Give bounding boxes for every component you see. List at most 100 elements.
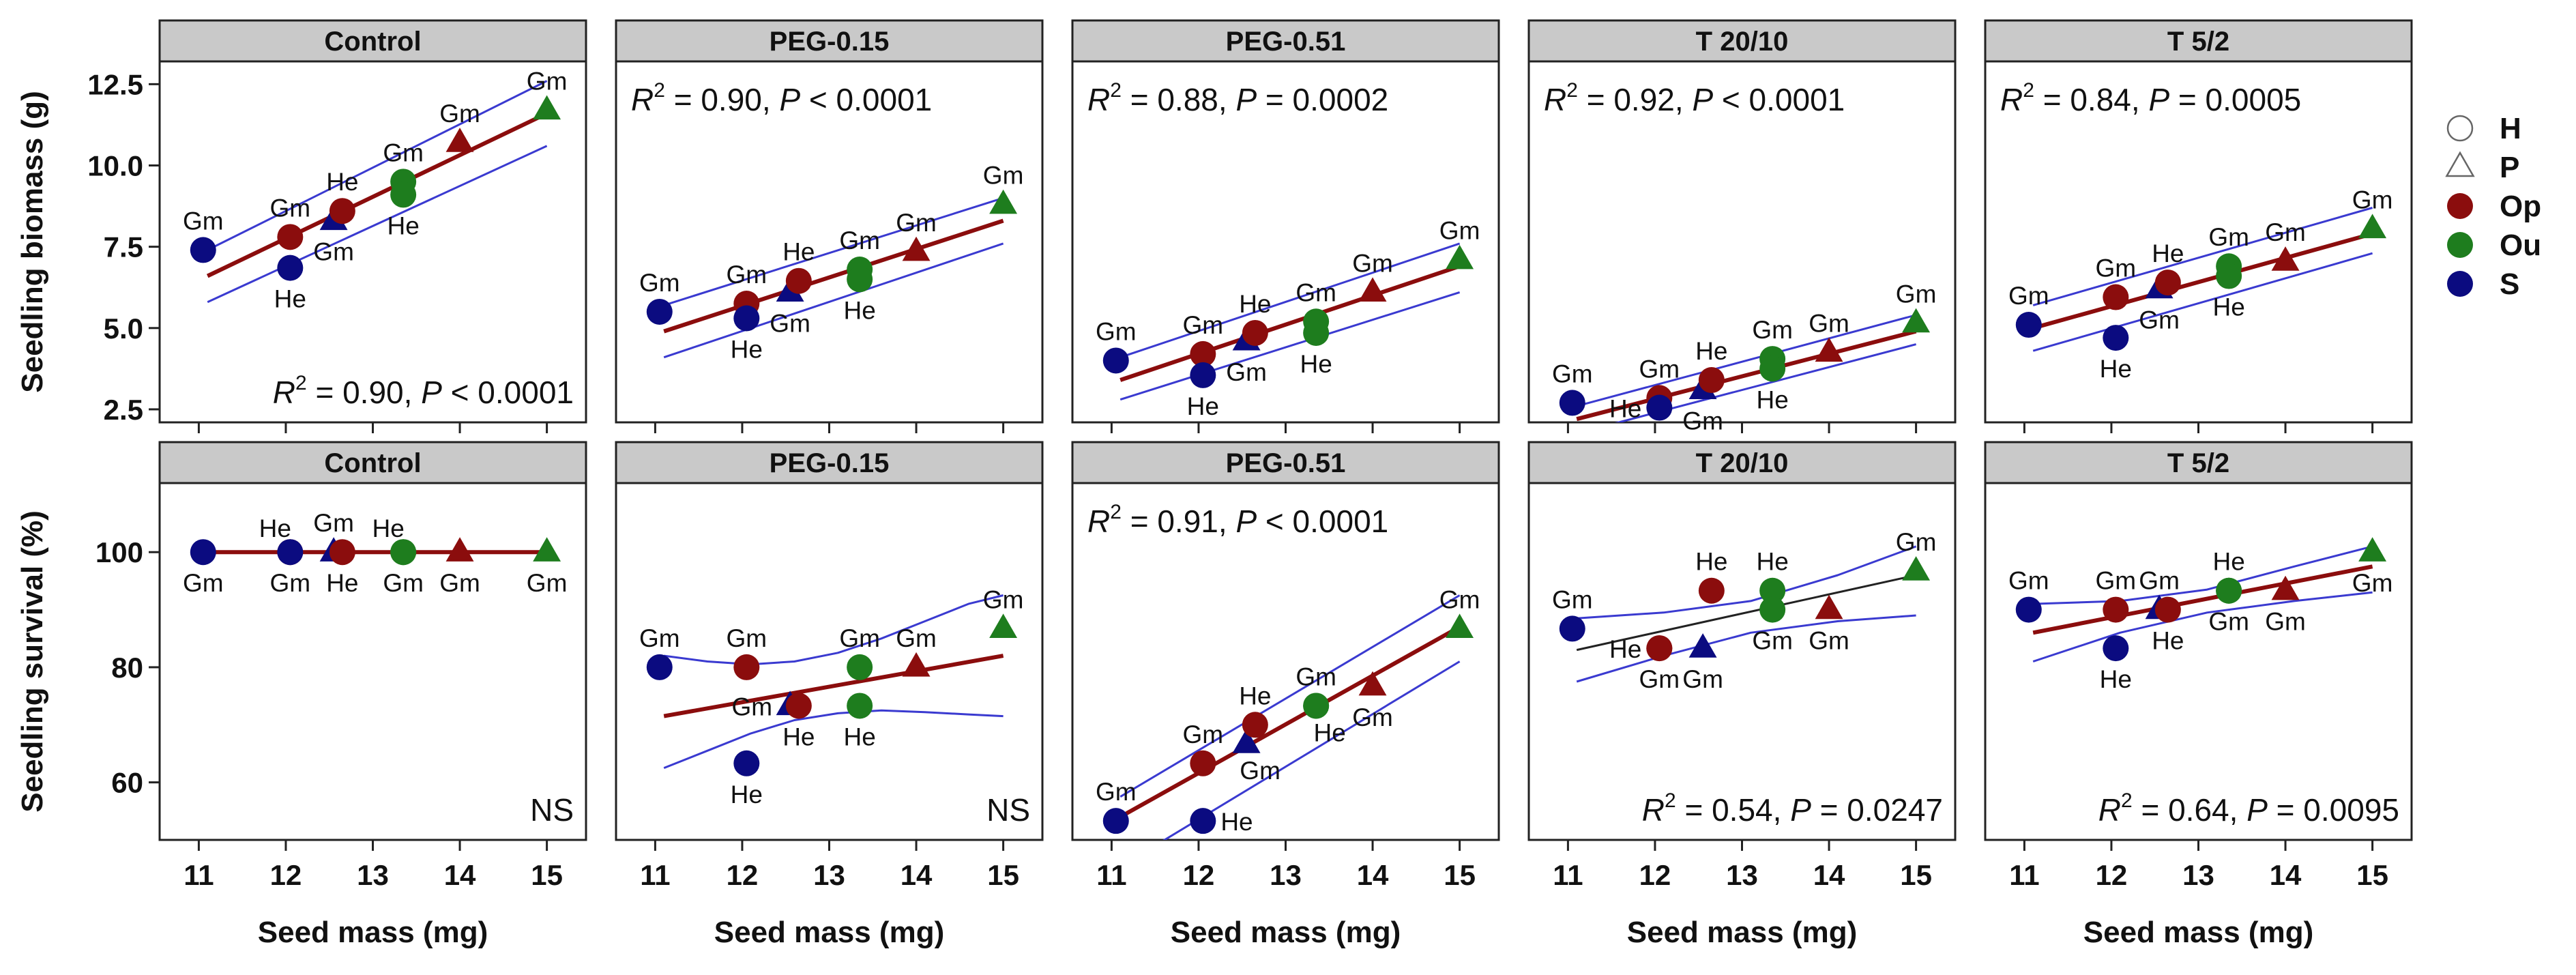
regression-line [1119,264,1461,382]
x-tick-label: 13 [357,859,389,891]
x-axis: 11 12 13 14 15 Seed mass (mg) [640,840,1019,949]
point-label: He [782,238,815,266]
point-label: Gm [1809,627,1849,655]
x-tick-label: 13 [1270,859,1302,891]
panel-strip [158,441,587,484]
legend-item-p: P [2445,151,2519,184]
ci-upper-line [664,594,1004,666]
stat-annotation: R2 = 0.88, P = 0.0002 [1087,79,1388,117]
point-label: He [731,781,763,809]
fit-lines [663,197,1004,359]
panel-title: PEG-0.51 [1226,448,1346,478]
stat-annotation: NS [986,792,1030,828]
legend-item-h: H [2446,112,2521,145]
point-label: Gm [727,261,767,289]
point-circle [1190,750,1216,776]
legend-label: H [2500,112,2521,145]
point-label: Gm [2008,567,2049,595]
y-tick-label: 2.5 [104,394,143,426]
regression-line [1576,329,1917,422]
point-circle [2216,263,2242,289]
panel-title: T 20/10 [1696,27,1789,57]
panel-survival-control: Control 11 12 13 14 15 Seed mass (mg) 60 80 100 Se… [16,441,587,949]
point-triangle [2271,575,2300,600]
stat-annotation: R2 = 0.91, P < 0.0001 [1087,501,1388,539]
point-label: Gm [313,238,354,266]
x-tick-label: 12 [1183,859,1215,891]
legend-circle-icon [2446,115,2474,142]
x-tick-label: 14 [1357,859,1389,891]
x-tick-label: 12 [270,859,302,891]
y-tick-label: 12.5 [87,68,143,100]
legend-circle-icon [2447,232,2473,258]
ci-lower-line [663,242,1004,359]
point-circle [1242,319,1268,346]
point-circle [733,654,760,680]
point-label: Gm [2008,282,2049,310]
fit-lines [1119,242,1461,401]
point-circle [847,266,873,293]
data-points [1102,613,1474,834]
point-label: Gm [1682,665,1723,693]
point-circle [329,539,355,566]
point-label: He [326,569,358,597]
legend-circle-icon [2447,271,2473,297]
point-label: He [1756,548,1788,576]
stat-annotation: R2 = 0.54, P = 0.0247 [1642,789,1943,828]
panel-title: Control [324,448,421,478]
point-label: Gm [1240,757,1280,785]
point-circle [1759,355,1786,382]
x-tick-label: 15 [2356,859,2388,891]
point-circle [785,693,812,719]
point-label: Gm [839,624,880,652]
y-tick-label: 7.5 [104,231,143,263]
point-label: Gm [2208,223,2249,251]
x-axis-title: Seed mass (mg) [714,916,944,949]
point-label: He [1609,395,1641,423]
x-tick-label: 15 [1444,859,1476,891]
point-circle [2015,596,2042,623]
x-tick-label: 12 [2096,859,2128,891]
point-circle [733,750,760,776]
point-circle [847,693,873,719]
ci-upper-line [2032,207,2373,306]
panel-title: PEG-0.51 [1226,27,1346,57]
data-points [1559,308,1931,421]
panel-strip [1527,441,1957,484]
point-label: He [1300,350,1332,378]
point-label: Gm [1226,358,1267,386]
point-circle [277,539,304,566]
point-circle [1102,808,1129,834]
ci-lower-line [663,709,1004,769]
y-axis-title: Seedling survival (%) [16,510,49,813]
point-label: Gm [1552,585,1593,613]
point-label: He [326,168,358,196]
panel-strip [1071,19,1500,63]
x-tick-label: 13 [813,859,845,891]
x-tick-label: 11 [640,859,670,891]
point-label: He [2212,548,2244,576]
plot-frame [1527,482,1957,841]
point-triangle [1688,633,1717,658]
data-points [190,95,561,281]
legend-triangle-icon [2445,151,2475,177]
data-points [1102,244,1474,388]
point-label: He [1239,290,1271,318]
point-label: Gm [2139,306,2180,334]
regression-line [663,218,1004,334]
point-circle [1646,394,1673,421]
point-circle [646,298,673,325]
point-label: Gm [1296,278,1336,306]
point-circle [733,305,760,332]
point-label: Gm [1639,665,1680,693]
regression-line [2032,564,2373,635]
point-label: Gm [183,207,224,235]
y-tick-label: 60 [111,767,143,799]
